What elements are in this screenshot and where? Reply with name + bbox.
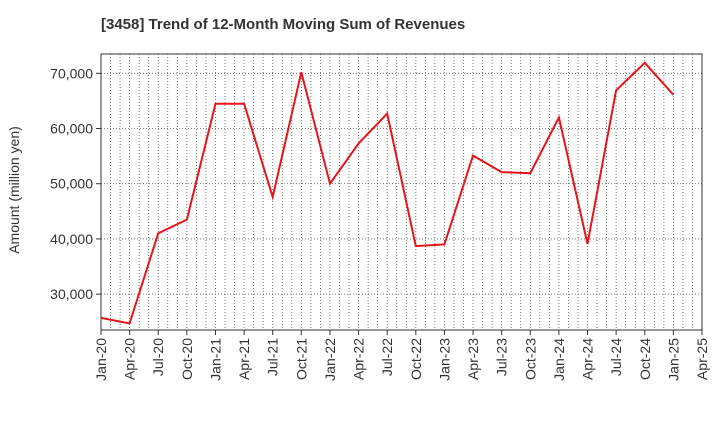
x-tick-label: Jan-20 [93, 338, 109, 381]
x-tick-label: Jan-22 [322, 338, 338, 381]
chart-title: [3458] Trend of 12-Month Moving Sum of R… [101, 16, 466, 33]
x-tick-label: Apr-25 [694, 338, 710, 380]
y-tick-label: 40,000 [50, 231, 93, 247]
x-tick-label: Jul-22 [379, 338, 395, 376]
y-tick-label: 70,000 [50, 65, 93, 81]
x-tick-label: Oct-21 [293, 338, 309, 380]
y-tick-label: 50,000 [50, 176, 93, 192]
y-tick-label: 60,000 [50, 121, 93, 137]
x-tick-label: Apr-22 [351, 338, 367, 380]
x-tick-label: Jan-24 [551, 338, 567, 381]
x-tick-label: Oct-22 [408, 338, 424, 380]
x-tick-label: Oct-23 [522, 338, 538, 380]
x-tick-label: Jul-24 [608, 338, 624, 376]
y-axis-ticks: 30,000 40,000 50,000 60,000 70,000 [50, 65, 101, 302]
x-tick-label: Apr-20 [122, 338, 138, 380]
x-tick-label: Jul-23 [494, 338, 510, 376]
x-tick-label: Oct-24 [637, 338, 653, 380]
grid-lines [101, 54, 702, 330]
x-tick-label: Jan-23 [436, 338, 452, 381]
plot-frame [100, 53, 703, 331]
x-tick-label: Jul-20 [150, 338, 166, 376]
y-tick-label: 30,000 [50, 286, 93, 302]
x-tick-label: Apr-24 [580, 338, 596, 380]
x-tick-label: Jan-21 [207, 338, 223, 381]
x-tick-label: Oct-20 [179, 338, 195, 380]
revenue-series-line [100, 61, 675, 325]
x-tick-label: Jan-25 [665, 338, 681, 381]
x-axis-ticks: Jan-20 Apr-20 Jul-20 Oct-20 Jan-21 Apr-21 Jul-… [93, 330, 710, 381]
x-tick-label: Apr-23 [465, 338, 481, 380]
series-layer [100, 61, 675, 325]
x-tick-label: Apr-21 [236, 338, 252, 380]
x-tick-label: Jul-21 [265, 338, 281, 376]
